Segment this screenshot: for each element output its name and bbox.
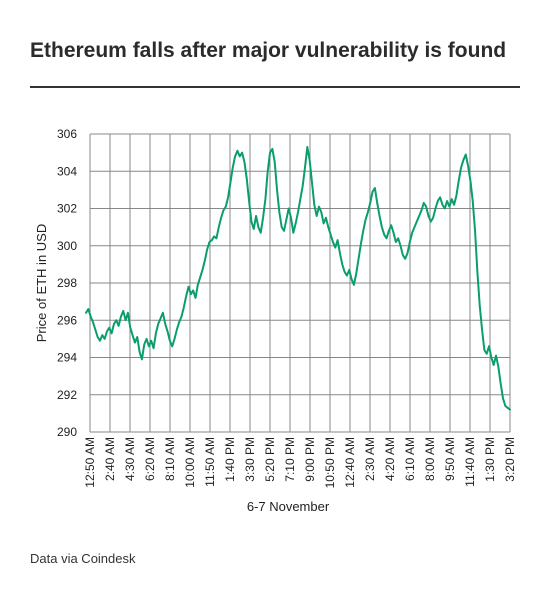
x-tick-label: 7:10 PM	[283, 437, 297, 482]
y-tick-label: 306	[57, 127, 77, 141]
x-tick-label: 2:30 AM	[363, 437, 377, 481]
y-tick-label: 304	[57, 164, 77, 178]
x-tick-label: 5:20 PM	[263, 437, 277, 482]
y-tick-label: 290	[57, 425, 77, 439]
x-tick-label: 9:50 AM	[443, 437, 457, 481]
source-note: Data via Coindesk	[30, 551, 136, 566]
y-tick-label: 298	[57, 276, 77, 290]
x-tick-label: 9:00 PM	[303, 437, 317, 482]
y-tick-label: 300	[57, 239, 77, 253]
x-tick-label: 6:20 AM	[143, 437, 157, 481]
y-axis-label: Price of ETH in USD	[34, 224, 49, 342]
x-tick-label: 11:50 AM	[203, 437, 217, 487]
price-series-line	[85, 146, 511, 411]
x-tick-label: 10:50 PM	[323, 437, 337, 488]
x-tick-label: 8:10 AM	[163, 437, 177, 481]
x-tick-label: 12:40 AM	[343, 437, 357, 488]
y-axis-ticks: 290 292 294 296 298 300 302 304 306	[57, 127, 77, 439]
grid	[89, 133, 511, 433]
x-tick-label: 4:30 AM	[123, 437, 137, 481]
x-tick-label: 1:30 PM	[483, 437, 497, 482]
x-tick-label: 10:00 AM	[183, 437, 197, 488]
y-tick-label: 296	[57, 313, 77, 327]
x-tick-label: 4:20 AM	[383, 437, 397, 481]
x-axis-label: 6-7 November	[247, 499, 330, 514]
x-tick-label: 11:40 AM	[463, 437, 477, 487]
x-tick-label: 6:10 AM	[403, 437, 417, 481]
y-tick-label: 302	[57, 202, 77, 216]
x-tick-label: 12:50 AM	[83, 437, 97, 488]
x-tick-label: 3:30 PM	[243, 437, 257, 482]
x-tick-label: 1:40 PM	[223, 437, 237, 482]
price-line-chart: 290 292 294 296 298 300 302 304 306 12:50 AM 2:40…	[34, 127, 517, 514]
x-axis-ticks: 12:50 AM 2:40 AM 4:30 AM 6:20 AM 8:10 AM 10:0…	[83, 437, 517, 488]
x-tick-label: 8:00 AM	[423, 437, 437, 481]
y-tick-label: 294	[57, 351, 77, 365]
y-tick-label: 292	[57, 388, 77, 402]
x-tick-label: 3:20 PM	[503, 437, 517, 482]
page-title: Ethereum falls after major vulnerability…	[30, 39, 507, 62]
title-divider	[30, 86, 520, 88]
x-tick-label: 2:40 AM	[103, 437, 117, 481]
